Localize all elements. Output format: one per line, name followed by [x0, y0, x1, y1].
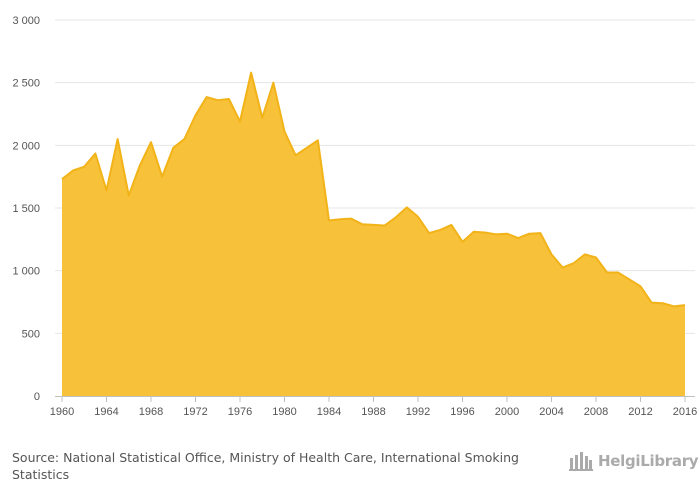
x-tick-label: 1972: [183, 406, 207, 418]
library-building-icon: [569, 452, 593, 471]
x-axis: 1960 1964 1968 1972 1976 1980 1984 1988 1992 1996…: [50, 396, 697, 418]
x-tick-label: 2016: [673, 406, 697, 418]
series-area: [62, 72, 685, 396]
y-tick-label: 3 000: [12, 15, 40, 27]
y-tick-label: 0: [34, 391, 40, 403]
source-note: Source: National Statistical Office, Min…: [12, 449, 552, 483]
y-tick-label: 2 500: [12, 78, 40, 90]
plot-area: [61, 71, 686, 396]
x-tick-label: 1964: [94, 406, 118, 418]
source-text: National Statistical Office, Ministry of…: [12, 450, 519, 482]
x-tick-label: 1984: [317, 406, 341, 418]
y-axis: 0 500 1 000 1 500 2 000 2 500 3 000: [12, 15, 40, 403]
x-tick-label: 2008: [584, 406, 608, 418]
x-tick-label: 2004: [539, 406, 563, 418]
x-tick-label: 1976: [228, 406, 252, 418]
x-tick-label: 2012: [628, 406, 652, 418]
logo-text: HelgiLibrary: [598, 452, 699, 470]
x-tick-label: 1980: [272, 406, 296, 418]
y-tick-label: 2 000: [12, 140, 40, 152]
y-tick-label: 500: [22, 328, 40, 340]
x-tick-label: 1996: [450, 406, 474, 418]
x-tick-label: 1968: [139, 406, 163, 418]
source-label: Source:: [12, 450, 60, 465]
y-tick-label: 1 000: [12, 266, 40, 278]
y-tick-label: 1 500: [12, 203, 40, 215]
x-tick-label: 1960: [50, 406, 74, 418]
x-tick-label: 1992: [406, 406, 430, 418]
helgilibrary-logo: HelgiLibrary: [568, 448, 699, 474]
x-tick-label: 2000: [495, 406, 519, 418]
x-tick-label: 1988: [361, 406, 385, 418]
series-line: [61, 71, 686, 308]
